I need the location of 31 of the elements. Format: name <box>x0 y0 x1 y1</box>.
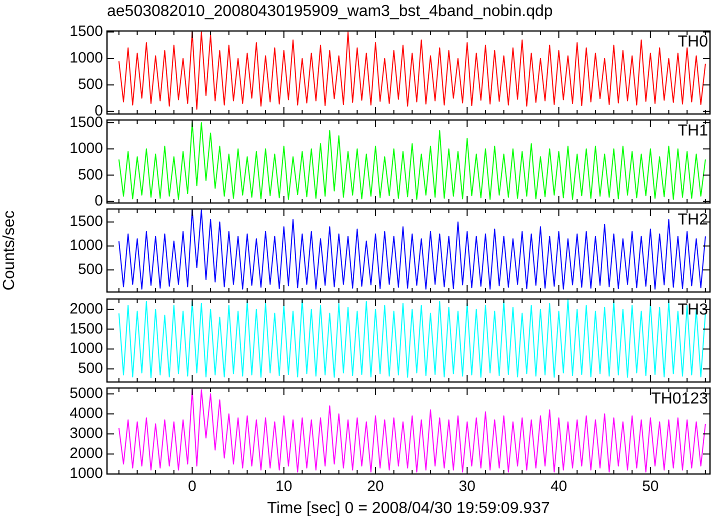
y-tick-label: 1000 <box>70 140 103 158</box>
y-tick-label: 1000 <box>70 464 103 482</box>
chart-title: ae503082010_20080430195909_wam3_bst_4band_nobin.qdp <box>107 3 553 21</box>
series-label: TH2 <box>678 212 708 229</box>
x-tick-label: 0 <box>188 478 196 495</box>
x-tick-label: 50 <box>642 478 659 495</box>
y-tick-label: 3000 <box>70 424 103 442</box>
x-tick-label: 10 <box>276 478 292 495</box>
y-tick-label: 2000 <box>70 444 103 462</box>
y-tick-label: 500 <box>78 166 103 184</box>
series-label: TH1 <box>678 122 708 140</box>
y-tick-label: 5000 <box>70 384 103 402</box>
y-tick-label: 1000 <box>70 340 103 357</box>
series-label: TH0 <box>678 33 708 50</box>
y-tick-label: 500 <box>78 360 103 377</box>
y-tick-label: 1500 <box>70 23 103 40</box>
y-tick-label: 0 <box>94 192 103 210</box>
x-axis-title: Time [sec] 0 = 2008/04/30 19:59:09.937 <box>267 500 550 516</box>
y-tick-label: 1500 <box>70 213 103 230</box>
x-tick-label: 20 <box>367 478 384 495</box>
x-tick-label: 40 <box>550 478 568 495</box>
y-tick-label: 500 <box>78 76 103 94</box>
y-axis-title: Counts/sec <box>1 210 18 291</box>
y-tick-label: 4000 <box>70 404 103 422</box>
x-tick-label: 30 <box>458 478 476 495</box>
y-tick-label: 1000 <box>70 50 103 67</box>
y-tick-label: 1000 <box>70 237 103 254</box>
y-tick-label: 2000 <box>70 300 103 318</box>
y-tick-label: 1500 <box>70 320 103 337</box>
y-tick-label: 500 <box>78 261 103 278</box>
series-label: TH0123 <box>651 390 708 408</box>
